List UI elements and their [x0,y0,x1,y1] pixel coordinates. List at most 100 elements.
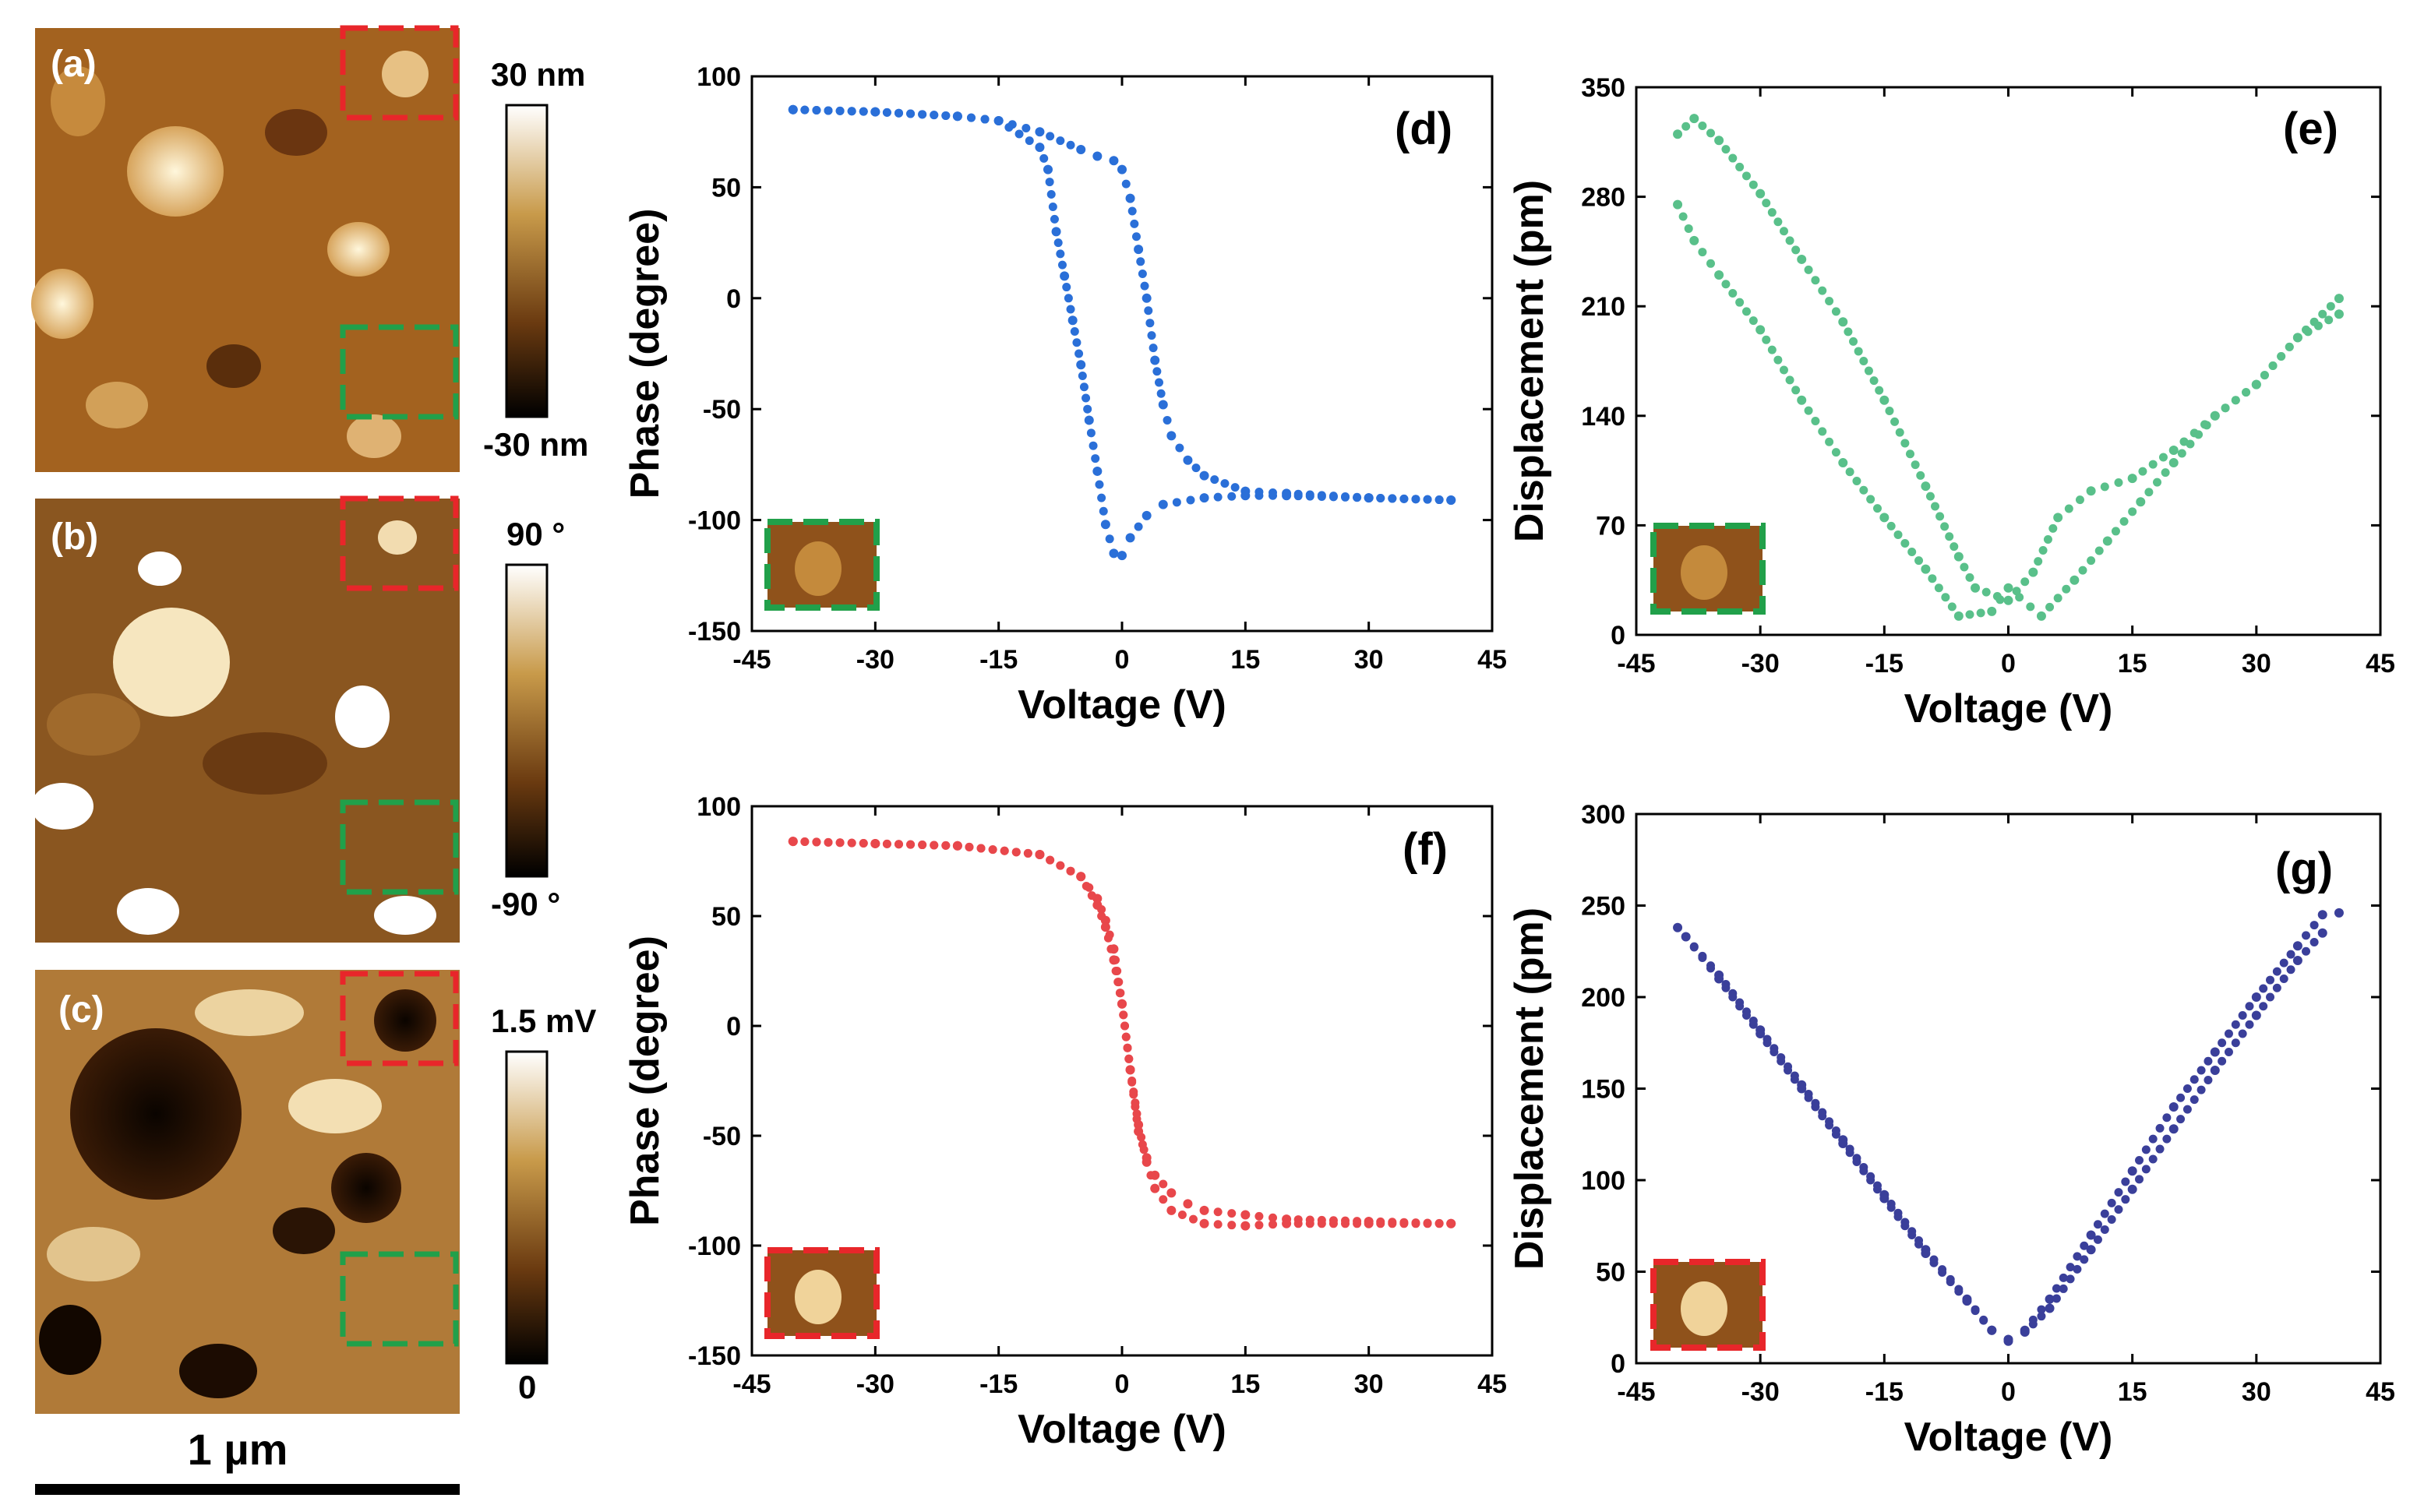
data-point-interp [1706,129,1715,138]
y-tick-label: 0 [1611,1349,1625,1379]
data-point-interp [2141,1145,2151,1154]
data-point [2251,1010,2261,1020]
data-point-interp [1341,492,1350,502]
data-point-interp [1127,206,1137,216]
data-point-interp [2037,1305,2046,1314]
data-point-interp [1785,375,1794,385]
data-point [1838,1139,1848,1148]
data-point [1067,315,1078,326]
data-point-interp [1039,153,1049,163]
data-point [1714,270,1724,280]
data-point [1100,922,1110,932]
data-point-interp [1777,1056,1786,1066]
data-point [1838,317,1848,327]
data-point-interp [1965,573,1974,582]
x-tick-label: -15 [979,1369,1018,1399]
data-point-interp [1317,1219,1326,1228]
data-point-interp [2279,975,2288,983]
y-tick-label: -150 [688,1341,741,1371]
data-point [1125,193,1135,203]
data-point-interp [1254,491,1264,500]
data-point-interp [1057,260,1067,270]
data-point-interp [1129,1087,1138,1097]
data-point-interp [2141,1165,2151,1174]
data-point-interp [2100,1225,2109,1234]
data-point [952,111,962,122]
data-point-interp [941,841,951,850]
series-branch-2 [788,837,1456,1231]
data-point-interp [2238,1029,2247,1038]
data-point-interp [2218,1038,2227,1048]
data-point-interp [1706,259,1715,268]
data-point-interp [1960,562,1969,572]
data-point-interp [1818,286,1827,295]
data-point [2086,1245,2096,1255]
data-point [1100,520,1110,530]
data-point-interp [2111,527,2120,536]
y-tick-label: -150 [688,617,741,647]
data-point [2086,486,2096,496]
data-point-interp [1762,199,1771,208]
data-point-interp [1159,1195,1168,1204]
data-point-interp [1269,1220,1278,1229]
data-point-interp [882,107,891,117]
data-point-interp [2189,1075,2199,1084]
colorbar-b-max: 90 ° [506,516,565,552]
data-point-interp [1127,1077,1137,1085]
y-axis-label: Phase (degree) [623,936,668,1226]
data-point-interp [1136,257,1145,266]
data-point-interp [1825,1121,1834,1130]
charts: -45 -30 -15 0 15 30 45-150-100-50050100Voltage… [623,62,2395,1460]
data-point-interp [1072,338,1082,347]
data-point-interp [1293,1219,1303,1228]
data-point-interp [1111,967,1120,975]
data-point-interp [1981,587,1991,597]
data-point-interp [1050,214,1059,224]
data-point-interp [2161,468,2170,478]
data-point-interp [1748,1020,1758,1029]
data-point [1166,431,1177,441]
data-point-interp [1773,217,1783,227]
data-point-interp [2242,388,2251,397]
data-point [1158,499,1168,509]
data-point [2334,908,2344,918]
inset-border [1650,1259,1766,1351]
data-point [1117,999,1127,1009]
data-point [2136,497,2146,507]
data-point-interp [1811,1102,1820,1112]
data-point-interp [1064,294,1073,303]
data-point-interp [1175,443,1184,453]
data-point [2003,595,2013,605]
data-point [1183,455,1193,465]
data-point-interp [1872,1185,1882,1194]
data-point-interp [1145,319,1155,328]
data-point-interp [1155,378,1163,387]
data-point-interp [1254,1211,1264,1221]
data-point-interp [1066,305,1075,314]
colorbar-c-max: 1.5 mV [491,1003,596,1039]
data-point-interp [1864,366,1873,375]
chart-panel-label: (d) [1395,104,1452,154]
data-point-interp [2114,478,2123,487]
data-point [1446,1218,1456,1228]
x-tick-label: 0 [1115,645,1130,675]
data-point [1714,974,1724,984]
x-tick-label: 30 [2242,649,2271,678]
data-point-interp [1852,476,1861,485]
y-tick-label: -50 [703,1122,741,1151]
data-point-interp [2015,593,2024,602]
data-point-interp [2326,301,2335,311]
data-point-interp [2155,1123,2165,1133]
y-tick-label: -50 [703,395,741,425]
data-point-interp [1115,989,1124,998]
data-point [1141,293,1152,303]
data-point-interp [1066,866,1075,876]
data-point-interp [2114,1205,2123,1214]
data-point-interp [2224,1048,2233,1056]
data-point-interp [1681,122,1691,131]
data-point-interp [2080,1255,2089,1264]
data-point-interp [1706,964,1715,973]
data-point-interp [1940,522,1950,531]
inset-thumbnail [764,519,880,611]
series-branch-1 [1673,114,2344,605]
